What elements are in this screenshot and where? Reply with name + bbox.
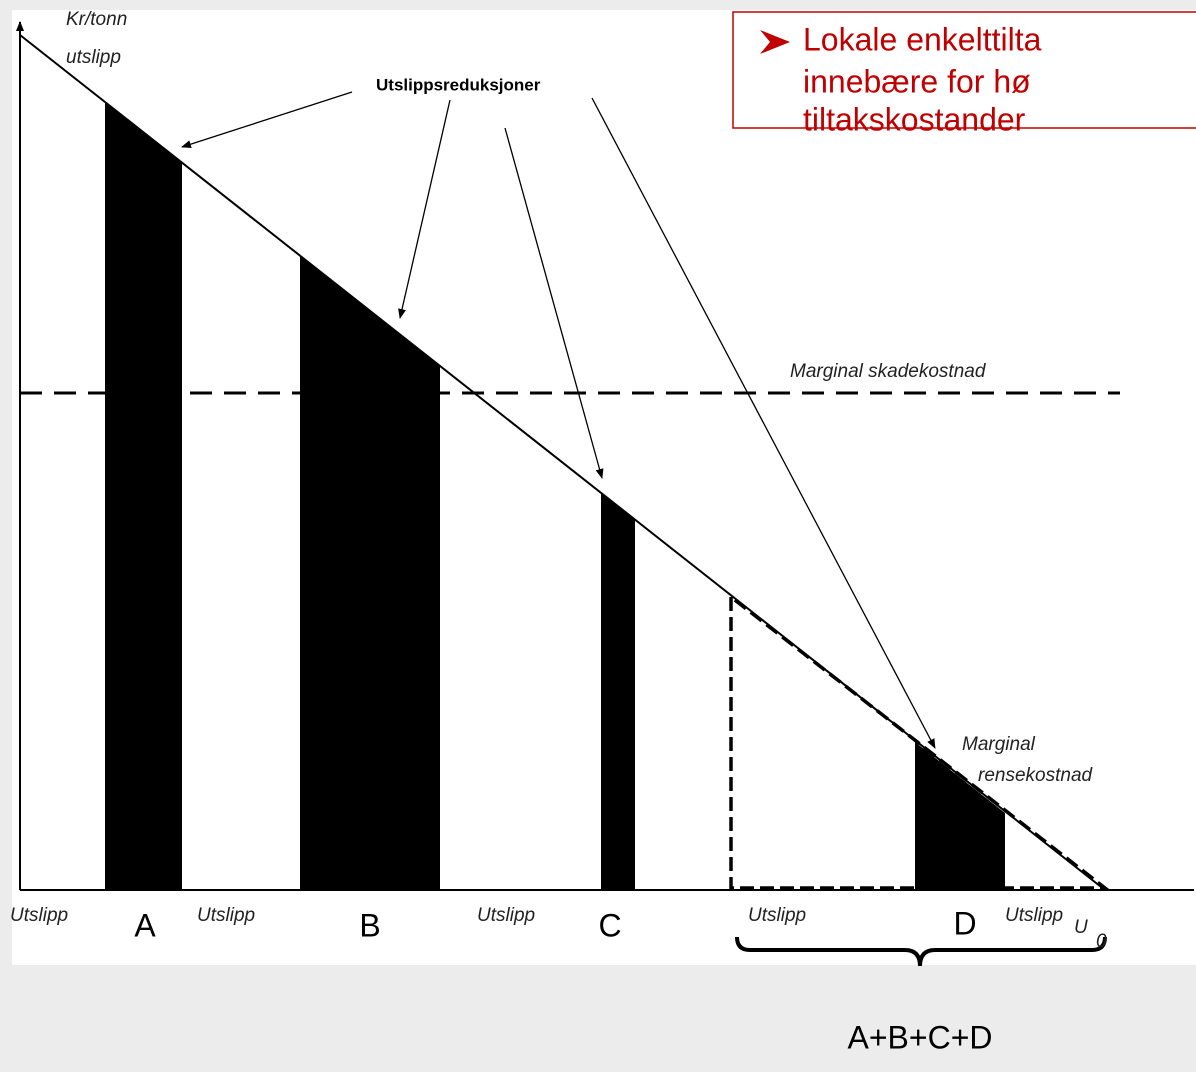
bar-label: D xyxy=(953,905,976,941)
origin-subscript: 0 xyxy=(1096,931,1107,952)
bar-a xyxy=(105,102,182,890)
x-label: Utslipp xyxy=(197,905,255,926)
damage-cost-label: Marginal skadekostnad xyxy=(790,361,987,382)
origin-label: U xyxy=(1074,917,1088,938)
brace-label: A+B+C+D xyxy=(848,1019,993,1055)
bar-b xyxy=(300,256,440,890)
x-label: Utslipp xyxy=(10,905,68,926)
bar-label: B xyxy=(359,907,380,943)
callout-line: tiltakskostander xyxy=(803,101,1026,137)
dashed-triangle xyxy=(729,595,1111,890)
bar-label: A xyxy=(134,907,156,943)
abatement-cost-label: Marginal xyxy=(962,734,1036,755)
brace xyxy=(735,936,1107,967)
x-label: Utslipp xyxy=(1005,905,1063,926)
callout-line: Lokale enkelttilta xyxy=(803,21,1042,57)
pointer-label: Utslippsreduksjoner xyxy=(376,75,541,94)
bar-c xyxy=(601,493,635,890)
callout-box xyxy=(732,11,1196,129)
y-axis-label: utslipp xyxy=(66,47,121,68)
x-label: Utslipp xyxy=(748,905,806,926)
bar-d xyxy=(915,742,1005,890)
bullet xyxy=(760,30,790,54)
pointer-arrows xyxy=(181,91,936,749)
abatement-cost-label: rensekostnad xyxy=(978,765,1094,786)
bar-label: C xyxy=(598,907,621,943)
x-label: Utslipp xyxy=(477,905,535,926)
y-axis-label: Kr/tonn xyxy=(66,9,127,30)
callout-line: innebære for hø xyxy=(803,63,1031,99)
